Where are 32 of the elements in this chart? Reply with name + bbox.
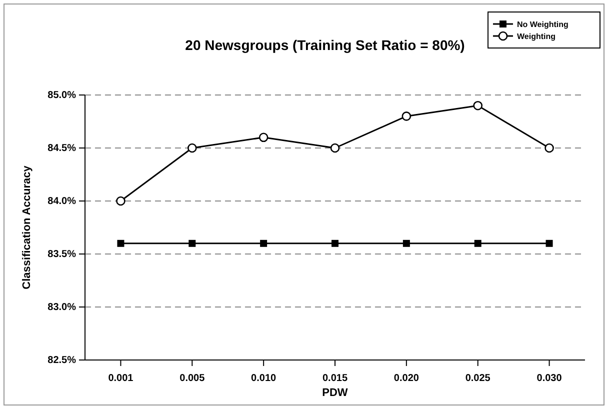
x-tick-label: 0.015 xyxy=(322,373,348,384)
y-tick-label: 83.0% xyxy=(48,302,76,314)
x-tick-label: 0.030 xyxy=(536,373,562,384)
point xyxy=(116,196,126,206)
legend-label: No Weighting xyxy=(517,20,569,29)
x-tick-label: 0.001 xyxy=(108,373,134,384)
y-tick-label: 82.5% xyxy=(48,355,76,366)
point xyxy=(117,240,124,247)
point xyxy=(332,240,338,247)
chart-title: 20 Newsgroups (Training Set Ratio = 80%) xyxy=(185,37,465,53)
y-tick-label: 83.5% xyxy=(48,249,76,260)
point xyxy=(260,240,268,247)
y-tick-label: 85.0% xyxy=(48,90,76,102)
legend-label: Weighting xyxy=(517,32,556,41)
point xyxy=(188,240,196,247)
point xyxy=(544,143,554,153)
point xyxy=(402,240,410,247)
x-tick-label: 0.025 xyxy=(465,373,491,384)
point xyxy=(402,112,412,121)
point xyxy=(546,240,553,247)
point xyxy=(473,100,483,110)
point xyxy=(330,143,340,153)
point xyxy=(187,143,197,153)
point xyxy=(474,240,482,247)
y-tick-label: 84.5% xyxy=(48,143,76,154)
point xyxy=(258,132,268,142)
y-tick-label: 84.0% xyxy=(48,196,76,208)
x-tick-label: 0.005 xyxy=(180,373,206,384)
x-axis-title: PDW xyxy=(322,387,348,399)
y-axis-title: Classification Accuracy xyxy=(21,164,33,290)
x-tick-label: 0.010 xyxy=(251,373,277,384)
x-tick-label: 0.020 xyxy=(394,373,420,384)
